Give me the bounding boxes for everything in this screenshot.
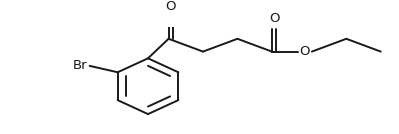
Text: O: O [269,12,279,25]
Text: Br: Br [73,59,88,72]
Text: O: O [299,45,309,58]
Text: O: O [166,0,176,12]
